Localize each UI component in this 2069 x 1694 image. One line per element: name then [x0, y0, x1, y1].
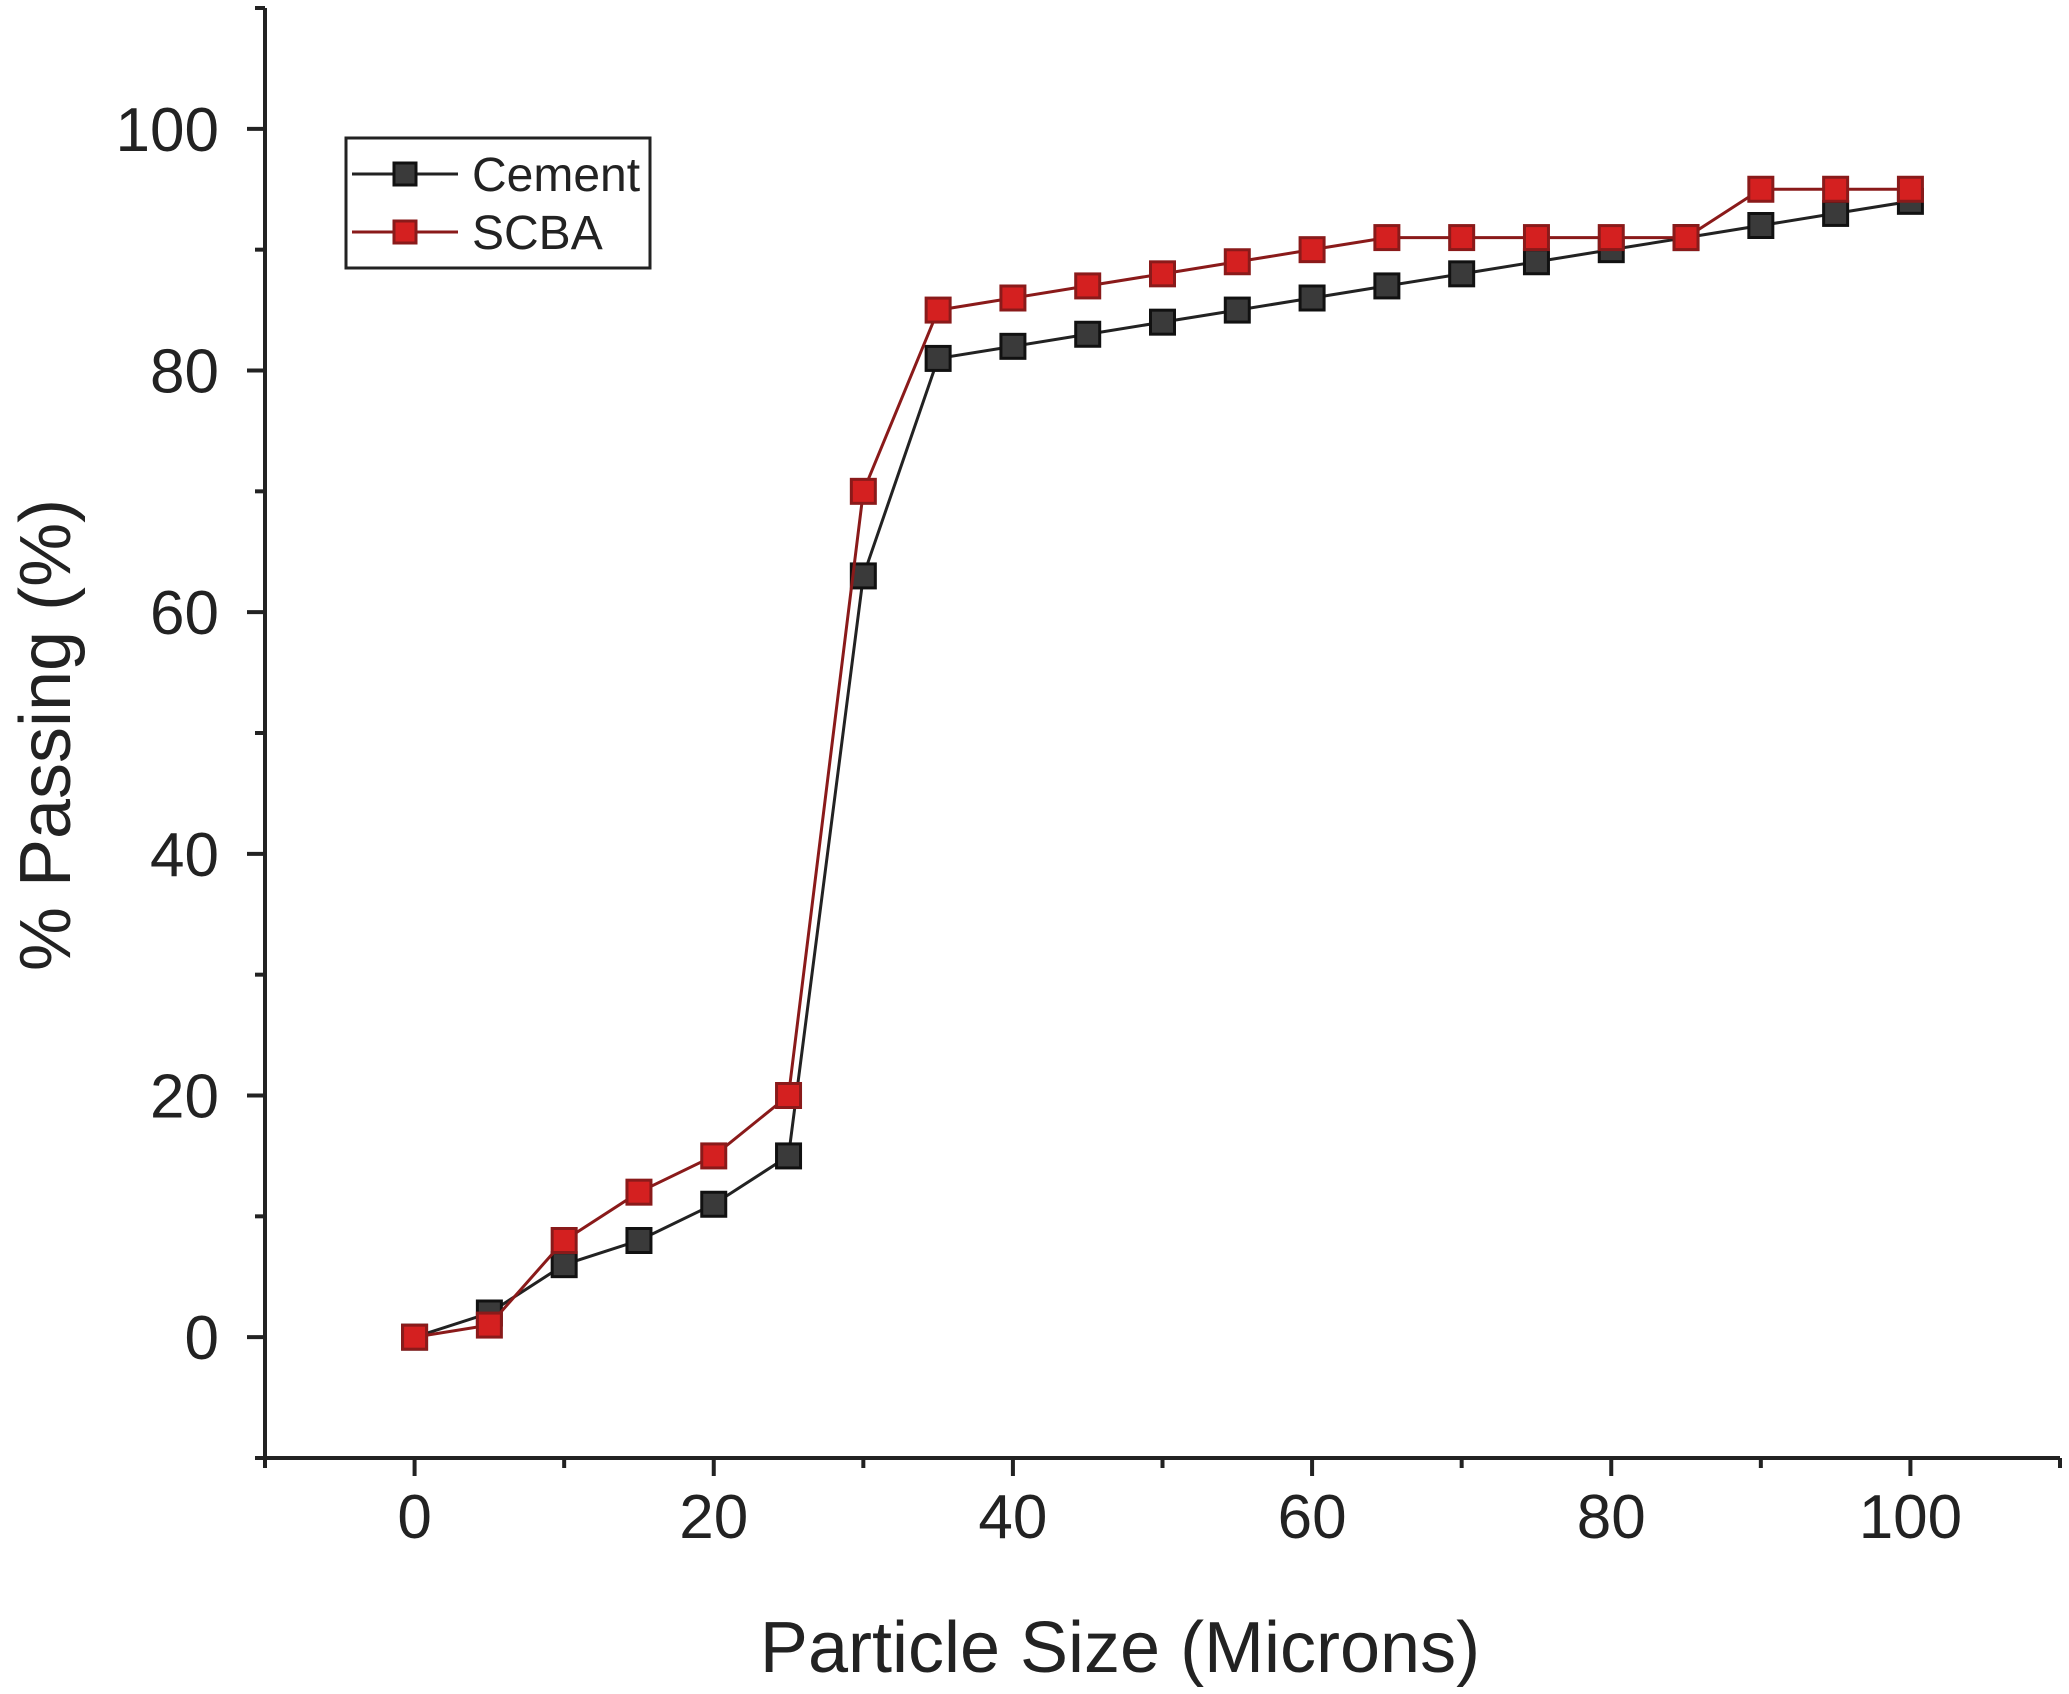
legend-marker-scba: [392, 219, 418, 245]
x-axis-label: Particle Size (Microns): [760, 1608, 1480, 1688]
data-point-cement: [999, 332, 1027, 360]
data-point-cement: [1298, 284, 1326, 312]
data-point-scba: [625, 1178, 653, 1206]
y-tick-label: 60: [150, 579, 219, 648]
data-point-cement: [1822, 199, 1850, 227]
data-point-scba: [475, 1311, 503, 1339]
x-tick-label: 80: [1577, 1483, 1646, 1552]
x-tick-label: 100: [1859, 1483, 1962, 1552]
legend: Cement SCBA: [344, 136, 652, 270]
data-point-scba: [700, 1142, 728, 1170]
series-line-cement: [414, 199, 1911, 1339]
data-point-scba: [924, 296, 952, 324]
data-point-scba: [1822, 175, 1850, 203]
y-tick-label: 80: [150, 338, 219, 407]
y-tick-label: 20: [150, 1063, 219, 1132]
x-tick-label: 20: [679, 1483, 748, 1552]
data-point-cement: [1373, 272, 1401, 300]
y-tick-label: 100: [116, 96, 219, 165]
data-point-scba: [1298, 236, 1326, 264]
series-scba: [401, 175, 1924, 1351]
data-point-cement: [1074, 320, 1102, 348]
data-point-scba: [1597, 224, 1625, 252]
data-point-cement: [550, 1251, 578, 1279]
data-point-scba: [999, 284, 1027, 312]
data-point-scba: [1448, 224, 1476, 252]
y-axis-label: % Passing (%): [6, 499, 86, 971]
data-point-scba: [550, 1227, 578, 1254]
data-point-cement: [924, 344, 952, 372]
legend-box: [344, 136, 652, 270]
legend-label-cement: Cement: [472, 149, 640, 202]
series-line-scba: [414, 187, 1911, 1339]
data-point-scba: [1149, 260, 1176, 288]
data-point-cement: [1522, 248, 1550, 276]
data-point-cement: [625, 1227, 653, 1254]
data-point-cement: [1223, 296, 1251, 324]
data-point-cement: [1448, 260, 1476, 288]
legend-marker-cement: [392, 161, 418, 187]
data-point-scba: [1074, 272, 1102, 300]
data-point-cement: [700, 1190, 728, 1218]
data-point-scba: [401, 1323, 429, 1351]
x-axis-ticks: 0 20 40 60 80 100: [263, 1458, 2062, 1552]
data-point-scba: [775, 1082, 803, 1109]
data-point-scba: [1672, 224, 1700, 252]
data-point-scba: [849, 477, 877, 505]
series-cement: [401, 187, 1924, 1351]
data-point-cement: [1747, 212, 1775, 239]
data-point-cement: [775, 1142, 803, 1170]
data-point-scba: [1747, 175, 1775, 203]
series-layer: [401, 175, 1924, 1351]
data-point-scba: [1896, 175, 1924, 203]
data-point-scba: [1373, 224, 1401, 252]
x-tick-label: 40: [978, 1483, 1047, 1552]
y-tick-label: 0: [185, 1304, 219, 1373]
x-tick-label: 0: [397, 1483, 431, 1552]
data-point-scba: [1223, 248, 1251, 276]
legend-label-scba: SCBA: [472, 207, 603, 260]
data-point-cement: [1149, 308, 1176, 336]
data-point-scba: [1522, 224, 1550, 252]
x-tick-label: 60: [1278, 1483, 1347, 1552]
y-axis-ticks: 0 20 40 60 80 100: [116, 6, 265, 1460]
y-tick-label: 40: [150, 821, 219, 890]
